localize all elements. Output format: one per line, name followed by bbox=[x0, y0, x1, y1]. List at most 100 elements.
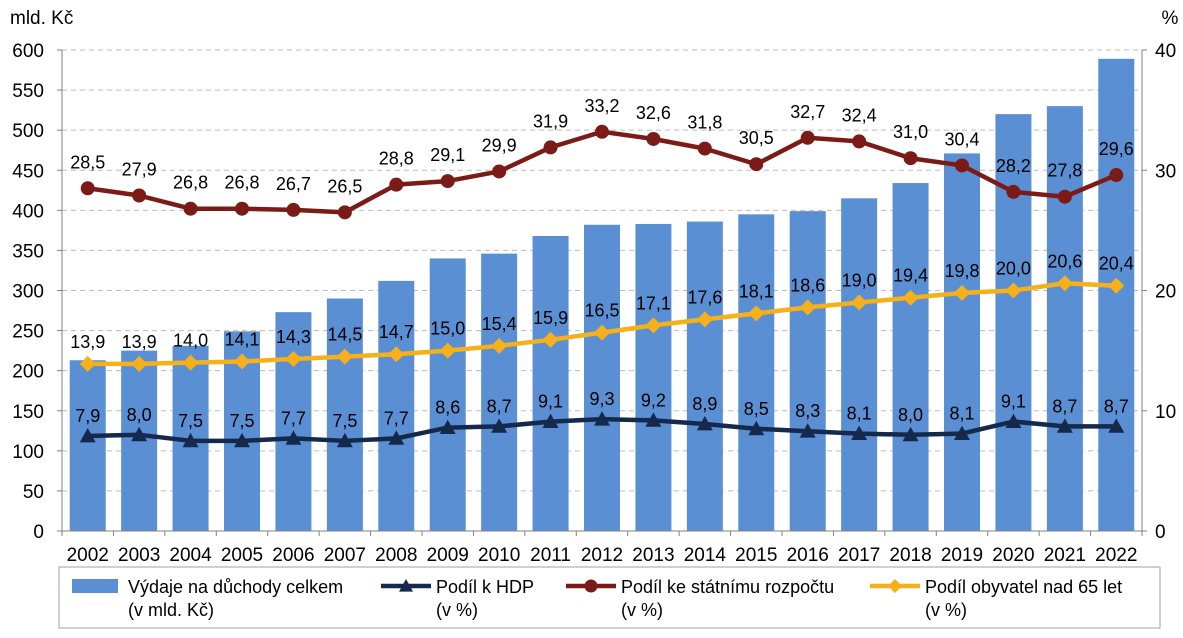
data-label: 15,9 bbox=[533, 308, 568, 328]
data-label: 32,4 bbox=[842, 105, 877, 125]
data-label: 13,9 bbox=[122, 332, 157, 352]
bar bbox=[841, 198, 878, 531]
data-label: 13,9 bbox=[70, 332, 105, 352]
data-label: 17,1 bbox=[636, 293, 671, 313]
data-label: 29,6 bbox=[1099, 139, 1134, 159]
data-label: 7,5 bbox=[229, 411, 254, 431]
data-label: 31,0 bbox=[893, 122, 928, 142]
legend-label-unit: (v mld. Kč) bbox=[128, 600, 214, 620]
point bbox=[851, 294, 868, 311]
point bbox=[337, 205, 352, 220]
point bbox=[851, 425, 868, 440]
data-label: 14,1 bbox=[224, 329, 259, 349]
x-tick-label: 2008 bbox=[375, 545, 417, 566]
point bbox=[594, 411, 610, 426]
data-label: 19,8 bbox=[944, 261, 979, 281]
data-label: 26,8 bbox=[173, 173, 208, 193]
point bbox=[543, 140, 558, 155]
bar bbox=[1046, 106, 1083, 531]
point bbox=[799, 423, 816, 438]
x-tick-label: 2017 bbox=[838, 545, 880, 566]
data-label: 28,8 bbox=[379, 149, 414, 169]
legend-label: Podíl k HDP bbox=[436, 577, 534, 597]
bar bbox=[275, 312, 312, 531]
point bbox=[389, 177, 404, 192]
x-tick-label: 2002 bbox=[67, 545, 109, 566]
data-label: 7,7 bbox=[281, 408, 306, 428]
data-label: 8,7 bbox=[1104, 396, 1129, 416]
data-label: 9,1 bbox=[538, 392, 563, 412]
x-tick-label: 2006 bbox=[272, 545, 314, 566]
data-label: 29,9 bbox=[482, 135, 517, 155]
point bbox=[439, 342, 456, 359]
legend-label: Podíl ke státnímu rozpočtu bbox=[621, 577, 834, 597]
x-tick-label: 2022 bbox=[1095, 545, 1137, 566]
data-label: 14,0 bbox=[173, 331, 208, 351]
bar bbox=[532, 235, 569, 531]
point bbox=[1056, 275, 1073, 292]
point bbox=[131, 355, 148, 372]
y-left-tick-label: 50 bbox=[23, 482, 44, 503]
x-tick-label: 2012 bbox=[581, 545, 623, 566]
data-label: 27,8 bbox=[1047, 161, 1082, 181]
y-right-tick-label: 20 bbox=[1155, 282, 1176, 303]
legend-label-unit: (v %) bbox=[436, 600, 478, 620]
y-left-tick-label: 500 bbox=[12, 121, 44, 142]
point bbox=[594, 324, 610, 341]
x-tick-label: 2018 bbox=[889, 545, 931, 566]
y-right-unit-label: % bbox=[1162, 8, 1179, 29]
point bbox=[954, 284, 970, 301]
data-label: 26,5 bbox=[327, 176, 362, 196]
data-label: 20,6 bbox=[1047, 251, 1082, 271]
data-label: 9,3 bbox=[589, 389, 614, 409]
x-tick-label: 2016 bbox=[787, 545, 829, 566]
bar bbox=[378, 280, 415, 531]
x-tick-label: 2019 bbox=[941, 545, 983, 566]
axes: 0 50 100 150 200 250 300 350 400 450 500 550 600 0 10 2… bbox=[10, 8, 1179, 566]
point bbox=[439, 419, 456, 434]
data-label: 8,0 bbox=[898, 405, 923, 425]
point bbox=[399, 579, 413, 592]
data-label: 7,5 bbox=[332, 411, 357, 431]
data-label: 8,5 bbox=[744, 399, 769, 419]
y-left-tick-label: 200 bbox=[12, 362, 44, 383]
bar bbox=[738, 214, 775, 531]
x-tick-label: 2003 bbox=[118, 545, 160, 566]
point bbox=[235, 201, 249, 216]
point bbox=[696, 311, 713, 328]
x-tick-label: 2021 bbox=[1044, 545, 1086, 566]
point bbox=[748, 305, 765, 322]
y-left-tick-label: 150 bbox=[12, 402, 44, 423]
y-left-tick-label: 450 bbox=[12, 161, 44, 182]
data-label: 8,6 bbox=[435, 398, 460, 418]
y-left-tick-label: 550 bbox=[12, 81, 44, 102]
data-label: 20,4 bbox=[1099, 254, 1134, 274]
data-label: 7,5 bbox=[178, 411, 203, 431]
point bbox=[131, 426, 148, 442]
bar bbox=[326, 298, 363, 531]
point bbox=[888, 579, 902, 593]
data-label: 7,7 bbox=[384, 408, 409, 428]
data-label: 31,8 bbox=[687, 113, 722, 133]
data-label: 18,6 bbox=[790, 275, 825, 295]
bar bbox=[892, 183, 929, 531]
y-left-tick-label: 300 bbox=[12, 282, 44, 303]
data-label: 15,0 bbox=[430, 319, 465, 339]
data-label: 15,4 bbox=[482, 314, 517, 334]
point bbox=[440, 174, 455, 189]
data-label: 16,5 bbox=[584, 301, 619, 321]
bar bbox=[789, 211, 826, 531]
point bbox=[492, 164, 507, 179]
data-label: 8,9 bbox=[692, 394, 717, 414]
x-tick-label: 2010 bbox=[478, 545, 520, 566]
x-tick-label: 2004 bbox=[169, 545, 212, 566]
point bbox=[79, 355, 96, 372]
data-label: 9,2 bbox=[641, 390, 666, 410]
data-label: 32,6 bbox=[636, 103, 671, 123]
bar bbox=[584, 224, 620, 531]
point bbox=[1108, 418, 1125, 433]
point bbox=[799, 299, 816, 316]
point bbox=[954, 425, 970, 440]
point bbox=[1108, 277, 1125, 294]
